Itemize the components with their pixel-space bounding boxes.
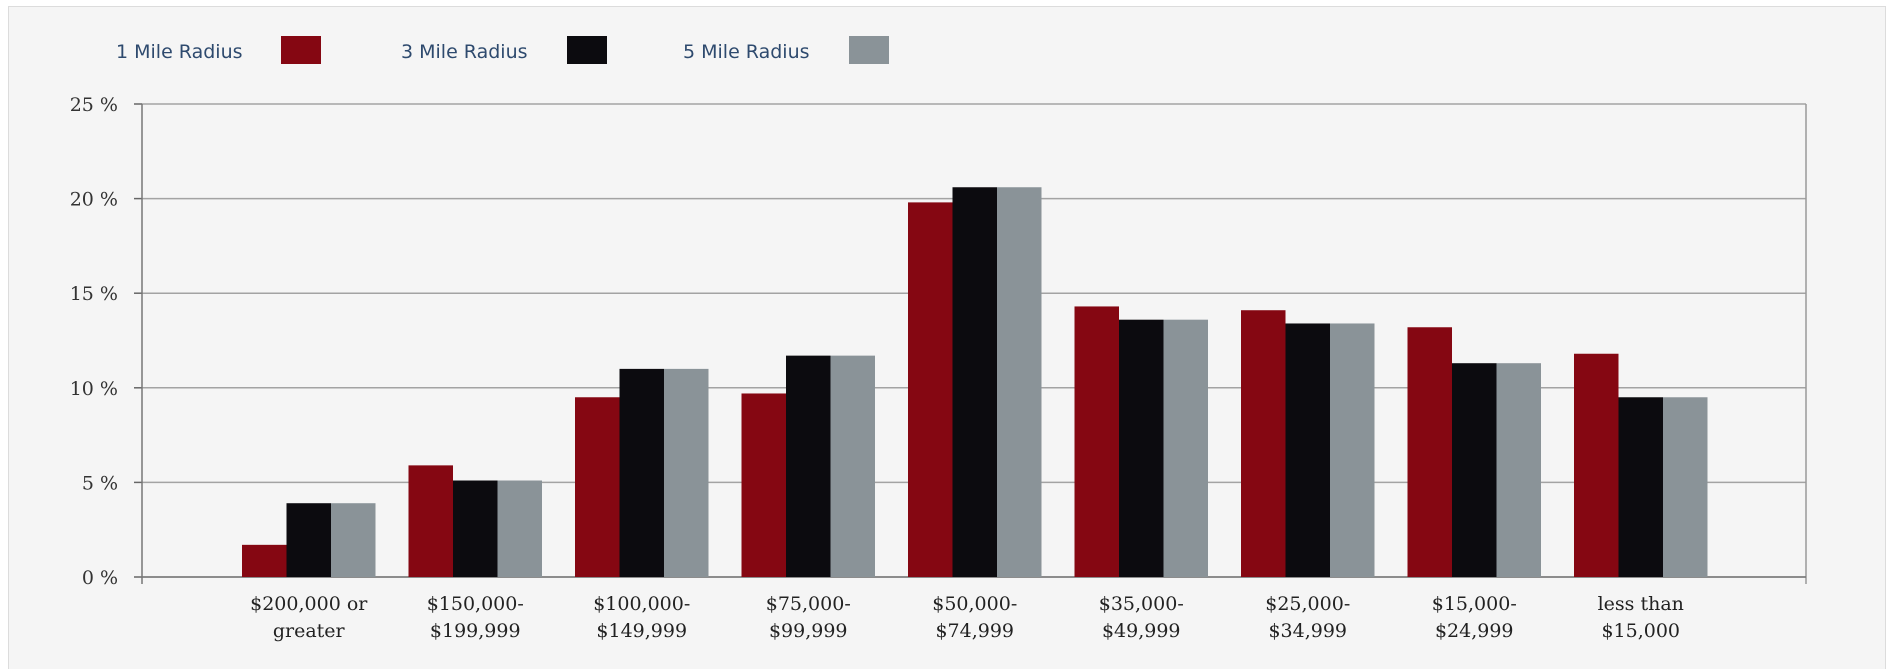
bar — [664, 368, 709, 577]
bar — [741, 393, 786, 577]
x-tick-label: $100,000- — [593, 593, 690, 615]
bar — [1496, 363, 1541, 577]
x-tick-label: $25,000- — [1265, 593, 1350, 615]
x-tick-label: $15,000- — [1432, 593, 1517, 615]
legend-swatch — [849, 36, 889, 64]
y-tick-label: 5 % — [82, 472, 118, 494]
bar — [1407, 327, 1452, 577]
x-tick-label: $49,999 — [1102, 620, 1181, 642]
bar — [331, 503, 376, 577]
bar — [830, 355, 875, 577]
bar — [575, 397, 620, 577]
bar — [453, 480, 498, 577]
y-tick-label: 25 % — [70, 94, 118, 116]
x-tick-label: $34,999 — [1268, 620, 1347, 642]
y-tick-label: 0 % — [82, 567, 118, 589]
bar — [952, 187, 997, 578]
x-tick-label: greater — [273, 620, 346, 642]
x-tick-label: $200,000 or — [250, 593, 368, 615]
legend-swatch — [281, 36, 321, 64]
x-tick-label: $50,000- — [932, 593, 1017, 615]
bar — [1452, 363, 1497, 577]
legend-label: 1 Mile Radius — [116, 41, 243, 63]
legend-swatch — [567, 36, 607, 64]
bar — [1285, 323, 1330, 577]
x-tick-label: $24,999 — [1435, 620, 1514, 642]
bar — [1574, 353, 1619, 577]
bar — [408, 465, 453, 577]
x-tick-label: $15,000 — [1601, 620, 1680, 642]
bar — [1074, 306, 1119, 577]
x-tick-label: $149,999 — [596, 620, 687, 642]
bar — [1119, 319, 1164, 577]
y-tick-label: 10 % — [70, 378, 118, 400]
bar — [1618, 397, 1663, 577]
x-tick-label: $150,000- — [427, 593, 524, 615]
x-tick-label: $35,000- — [1099, 593, 1184, 615]
y-tick-label: 20 % — [70, 189, 118, 211]
x-tick-label: $99,999 — [769, 620, 848, 642]
bar — [1663, 397, 1708, 577]
bar — [1241, 310, 1286, 577]
bar — [497, 480, 542, 577]
legend-label: 3 Mile Radius — [401, 41, 528, 63]
bar — [908, 202, 953, 577]
bar — [786, 355, 831, 577]
bar — [1330, 323, 1375, 577]
bar — [619, 368, 664, 577]
bar — [997, 187, 1042, 578]
x-tick-label: $74,999 — [935, 620, 1014, 642]
bar — [1163, 319, 1208, 577]
bar — [286, 503, 331, 577]
x-tick-label: less than — [1598, 593, 1684, 615]
x-tick-label: $199,999 — [430, 620, 521, 642]
bar — [242, 544, 287, 577]
x-tick-label: $75,000- — [766, 593, 851, 615]
legend-label: 5 Mile Radius — [683, 41, 810, 63]
y-tick-label: 15 % — [70, 283, 118, 305]
